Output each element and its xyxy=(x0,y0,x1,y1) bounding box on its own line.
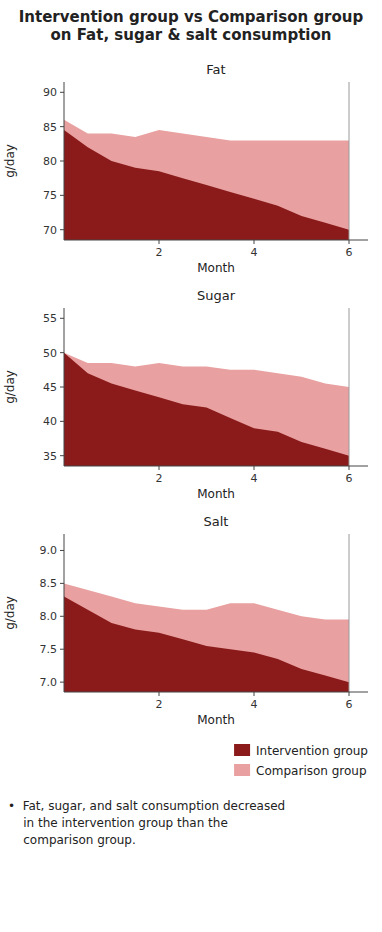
y-tick-label: 40 xyxy=(43,415,57,428)
panel-title: Fat xyxy=(206,62,225,77)
x-tick xyxy=(349,466,350,470)
x-tick-label: 4 xyxy=(251,472,258,485)
x-axis-label: Month xyxy=(197,713,235,727)
y-tick xyxy=(60,92,64,93)
plot-area xyxy=(64,534,349,692)
y-tick xyxy=(60,195,64,196)
y-tick xyxy=(60,387,64,388)
legend-label: Comparison group xyxy=(256,764,367,778)
y-axis-label: g/day xyxy=(3,144,17,178)
y-tick xyxy=(60,352,64,353)
y-tick xyxy=(60,455,64,456)
area xyxy=(64,583,349,692)
x-tick-label: 6 xyxy=(346,698,353,711)
annotation: • Fat, sugar, and salt consumption decre… xyxy=(8,799,285,847)
y-tick xyxy=(60,229,64,230)
x-tick-label: 6 xyxy=(346,246,353,259)
legend: Intervention group Comparison group xyxy=(234,744,368,778)
y-tick xyxy=(60,649,64,650)
y-tick-label: 85 xyxy=(43,121,57,134)
y-tick-label: 8.5 xyxy=(40,577,58,590)
y-tick-label: 75 xyxy=(43,189,57,202)
y-tick xyxy=(60,682,64,683)
x-tick-label: 4 xyxy=(251,246,258,259)
x-tick xyxy=(254,692,255,696)
area xyxy=(64,353,349,466)
y-tick-label: 70 xyxy=(43,224,57,237)
plot-area xyxy=(64,82,349,240)
x-tick-label: 2 xyxy=(156,698,163,711)
x-tick-label: 2 xyxy=(156,246,163,259)
x-tick xyxy=(159,692,160,696)
panel: Fat 70 75 80 85 90 2 4 6 Month g/day xyxy=(3,62,368,275)
x-tick xyxy=(254,466,255,470)
y-tick xyxy=(60,126,64,127)
y-tick-label: 55 xyxy=(43,312,57,325)
x-axis-line xyxy=(64,466,368,467)
x-tick xyxy=(349,692,350,696)
chart-root: Intervention group vs Comparison groupon… xyxy=(0,0,382,932)
x-axis-label: Month xyxy=(197,261,235,275)
area xyxy=(64,353,349,466)
y-tick xyxy=(60,616,64,617)
text-line: on Fat, sugar & salt consumption xyxy=(51,26,332,44)
area xyxy=(64,120,349,240)
x-tick-label: 2 xyxy=(156,472,163,485)
y-tick-label: 35 xyxy=(43,450,57,463)
y-tick xyxy=(60,161,64,162)
x-tick xyxy=(159,466,160,470)
chart-title: Intervention group vs Comparison groupon… xyxy=(19,8,364,44)
legend-swatch xyxy=(234,764,250,776)
y-tick-label: 80 xyxy=(43,155,57,168)
x-tick xyxy=(254,240,255,244)
y-tick-label: 45 xyxy=(43,381,57,394)
text-line: Intervention group vs Comparison group xyxy=(19,8,364,26)
legend-label: Intervention group xyxy=(256,744,368,758)
reference-line xyxy=(349,308,350,466)
x-tick-label: 6 xyxy=(346,472,353,485)
panel-title: Salt xyxy=(204,514,229,529)
x-axis-line xyxy=(64,240,368,241)
y-tick-label: 8.0 xyxy=(40,610,58,623)
reference-line xyxy=(349,82,350,240)
y-tick-label: 9.0 xyxy=(40,544,58,557)
area xyxy=(64,130,349,240)
x-tick xyxy=(349,240,350,244)
x-axis-label: Month xyxy=(197,487,235,501)
y-axis-line xyxy=(64,534,65,692)
y-tick-label: 7.5 xyxy=(40,643,58,656)
y-tick-label: 50 xyxy=(43,347,57,360)
text-line: comparison group. xyxy=(8,833,136,847)
y-tick xyxy=(60,318,64,319)
x-axis-line xyxy=(64,692,368,693)
y-tick xyxy=(60,550,64,551)
text-line: • Fat, sugar, and salt consumption decre… xyxy=(8,799,285,813)
reference-line xyxy=(349,534,350,692)
y-tick-label: 90 xyxy=(43,86,57,99)
background xyxy=(0,0,382,932)
area xyxy=(64,597,349,692)
y-axis-label: g/day xyxy=(3,596,17,630)
panel: Salt 7.0 7.5 8.0 8.5 9.0 2 4 6 Month g/day xyxy=(3,514,368,727)
y-axis-label: g/day xyxy=(3,370,17,404)
x-tick-label: 4 xyxy=(251,698,258,711)
y-tick-label: 7.0 xyxy=(40,676,58,689)
plot-area xyxy=(64,308,349,466)
panel: Sugar 35 40 45 50 55 2 4 6 Month g/day xyxy=(3,288,368,501)
text-line: in the intervention group than the xyxy=(8,816,228,830)
y-tick xyxy=(60,421,64,422)
panel-title: Sugar xyxy=(197,288,236,303)
x-tick xyxy=(159,240,160,244)
y-tick xyxy=(60,583,64,584)
legend-swatch xyxy=(234,744,250,756)
